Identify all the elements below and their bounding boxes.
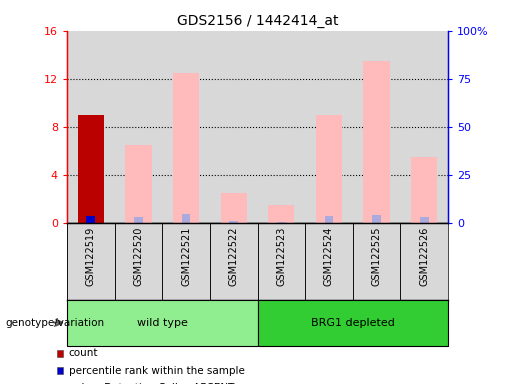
Bar (87, 216, 95, 223)
Bar (353, 31, 401, 223)
Bar (364, 61, 390, 223)
Bar (268, 205, 295, 223)
Text: wild type: wild type (137, 318, 187, 328)
Text: GSM122524: GSM122524 (324, 227, 334, 286)
Text: GSM122521: GSM122521 (181, 227, 191, 286)
Bar (182, 214, 191, 223)
Title: GDS2156 / 1442414_at: GDS2156 / 1442414_at (177, 14, 338, 28)
Bar (420, 217, 428, 223)
Bar (324, 217, 333, 223)
Bar (229, 221, 238, 223)
Text: value, Detection Call = ABSENT: value, Detection Call = ABSENT (68, 383, 234, 384)
Bar (125, 145, 151, 223)
Text: GSM122522: GSM122522 (229, 227, 238, 286)
Bar (372, 215, 381, 223)
Bar (114, 31, 162, 223)
Text: percentile rank within the sample: percentile rank within the sample (68, 366, 245, 376)
Bar (78, 115, 104, 223)
Bar (173, 73, 199, 223)
Bar (134, 217, 143, 223)
Bar (220, 193, 247, 223)
Bar (258, 31, 305, 223)
Text: GSM122519: GSM122519 (86, 227, 96, 286)
Bar (162, 31, 210, 223)
Bar (277, 222, 286, 223)
Text: BRG1 depleted: BRG1 depleted (311, 318, 394, 328)
Text: count: count (68, 348, 98, 358)
Bar (316, 115, 342, 223)
Text: genotype/variation: genotype/variation (5, 318, 104, 328)
Text: GSM122523: GSM122523 (277, 227, 286, 286)
Bar (305, 31, 353, 223)
Bar (401, 31, 448, 223)
Bar (210, 31, 258, 223)
Text: GSM122526: GSM122526 (419, 227, 429, 286)
Bar (411, 157, 437, 223)
Text: GSM122520: GSM122520 (133, 227, 143, 286)
Bar (67, 31, 115, 223)
Text: GSM122525: GSM122525 (372, 227, 382, 286)
